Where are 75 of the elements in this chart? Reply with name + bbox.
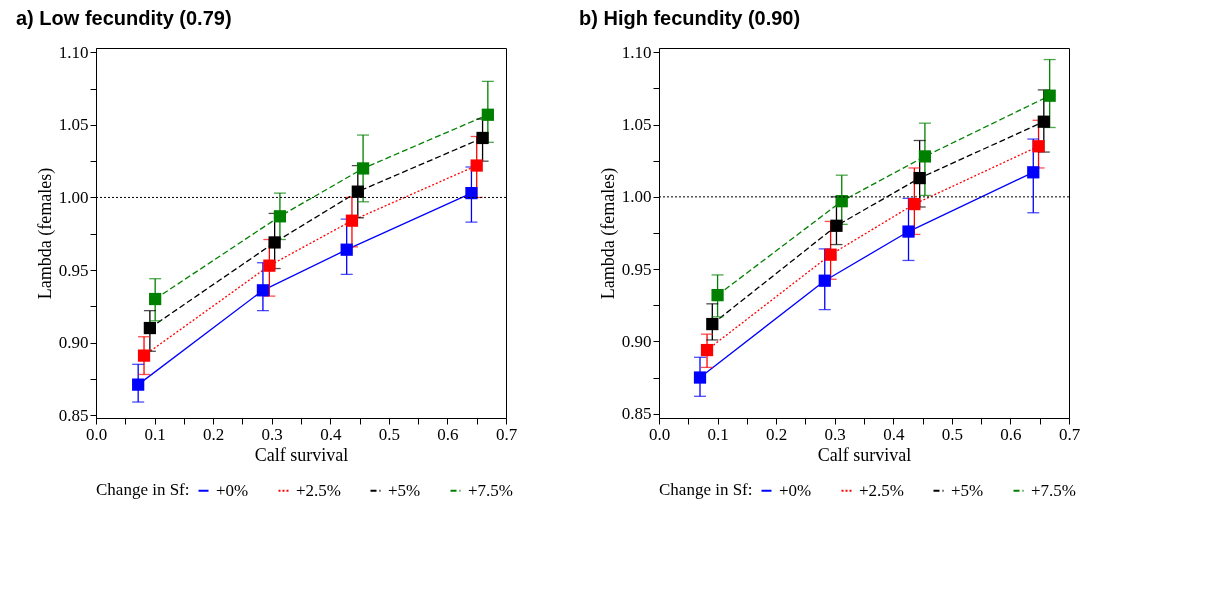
x-tick-label: 0.2	[766, 424, 788, 444]
x-tick-label: 0.6	[437, 424, 459, 444]
point	[908, 197, 921, 211]
point	[351, 185, 364, 198]
x-tick-label: 0.4	[883, 424, 905, 444]
x-axis-title: Calf survival	[817, 444, 912, 465]
point	[918, 150, 932, 163]
legend-title: Change in Sf:	[96, 480, 190, 499]
point	[902, 225, 915, 238]
legend-label: +7.5%	[468, 480, 513, 500]
point	[263, 259, 276, 272]
point	[824, 248, 837, 261]
x-tick-label: 0.5	[378, 424, 400, 444]
point	[476, 131, 489, 145]
y-tick-label: 1.05	[621, 115, 652, 135]
x-tick-label: 0.3	[824, 424, 846, 444]
point	[143, 321, 157, 335]
legend-label: +0%	[216, 480, 249, 500]
point	[706, 317, 719, 331]
x-tick-label: 0.7	[495, 424, 518, 444]
point	[340, 243, 353, 256]
point	[1043, 89, 1056, 102]
y-tick-label: 1.10	[58, 42, 89, 62]
x-tick-label: 0.4	[320, 424, 342, 444]
point	[693, 371, 707, 384]
y-axis-title: Lambda (females)	[34, 167, 56, 300]
legend-title: Change in Sf:	[659, 480, 753, 499]
chart-title: b) High fecundity (0.90)	[579, 7, 801, 30]
y-tick-label: 1.10	[621, 42, 652, 62]
y-tick-label: 0.95	[58, 260, 89, 280]
chart-title: a) Low fecundity (0.79)	[16, 7, 232, 30]
y-tick-label: 0.90	[58, 333, 89, 353]
legend-label: +2.5%	[296, 480, 341, 500]
point	[149, 292, 162, 306]
y-tick-label: 1.05	[58, 115, 89, 135]
x-tick-label: 0.6	[1000, 424, 1022, 444]
point	[470, 159, 483, 172]
legend-label: +5%	[388, 480, 421, 500]
y-tick-label: 0.85	[621, 404, 652, 424]
y-tick-label: 1.00	[621, 187, 652, 207]
point	[345, 214, 359, 227]
x-axis-title: Calf survival	[254, 444, 349, 465]
point	[481, 108, 494, 121]
x-tick-label: 0.1	[144, 424, 166, 444]
x-tick-label: 0.5	[941, 424, 963, 444]
y-tick-label: 0.85	[58, 405, 89, 425]
point	[268, 236, 281, 249]
point	[1032, 140, 1045, 153]
point	[132, 378, 145, 391]
y-tick-label: 0.95	[621, 259, 652, 279]
x-tick-label: 0.0	[648, 424, 671, 444]
point	[256, 284, 270, 297]
point	[818, 274, 831, 287]
point	[137, 349, 151, 362]
legend-label: +7.5%	[1031, 480, 1076, 500]
y-tick-label: 1.00	[58, 187, 89, 207]
x-tick-label: 0.2	[203, 424, 225, 444]
point	[711, 289, 724, 302]
point	[913, 171, 926, 185]
point	[1027, 166, 1040, 179]
x-tick-label: 0.7	[1058, 424, 1081, 444]
legend-label: +0%	[779, 480, 812, 500]
point	[356, 162, 370, 175]
legend-label: +2.5%	[859, 480, 904, 500]
point	[700, 343, 714, 357]
y-axis-title: Lambda (females)	[597, 167, 619, 300]
x-tick-label: 0.0	[85, 424, 108, 444]
legend-label: +5%	[951, 480, 984, 500]
point	[830, 219, 843, 232]
y-tick-label: 0.90	[621, 331, 652, 351]
point	[1037, 115, 1050, 128]
point	[273, 210, 287, 223]
x-tick-label: 0.1	[707, 424, 729, 444]
point	[465, 186, 478, 200]
x-tick-label: 0.3	[261, 424, 283, 444]
